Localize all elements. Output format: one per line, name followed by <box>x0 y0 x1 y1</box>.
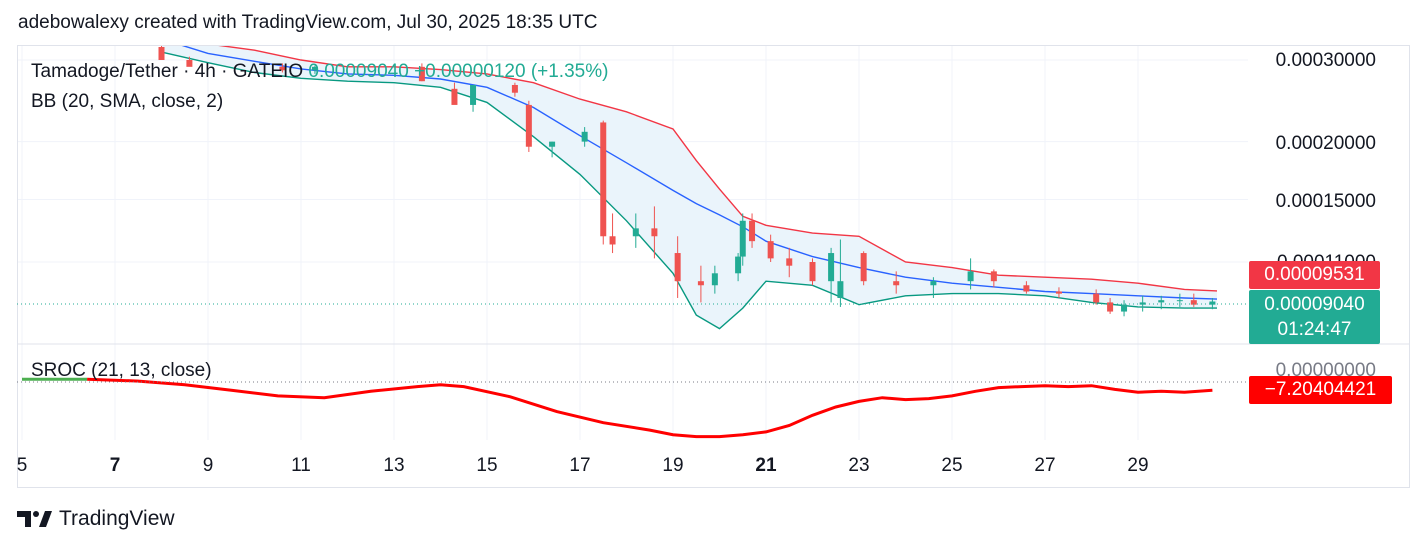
upper-band-line <box>218 46 1218 292</box>
candle-body <box>749 220 756 242</box>
sroc-value-label: −7.20404421 <box>1249 376 1392 404</box>
candle-body <box>1093 293 1100 303</box>
sroc-legend[interactable]: SROC (21, 13, close) <box>31 360 212 381</box>
brand-name: TradingView <box>59 507 175 530</box>
candle-body <box>674 253 681 282</box>
candle-body <box>1139 302 1146 305</box>
candle-body <box>1158 300 1165 303</box>
sroc-line-negative <box>87 377 1213 439</box>
time-tick: 5 <box>16 455 28 476</box>
candle-body <box>549 141 556 147</box>
candle-body <box>600 122 607 237</box>
price-tick: 0.00015000 <box>1275 191 1376 212</box>
last-price-label: 0.00009040 01:24:47 <box>1249 290 1380 344</box>
candle-body <box>828 253 835 282</box>
candle-body <box>930 281 937 286</box>
candle-body <box>1055 291 1062 294</box>
candle-body <box>581 131 588 142</box>
candle-body <box>837 281 844 298</box>
tradingview-logo[interactable]: TradingView <box>17 507 175 531</box>
time-tick: 27 <box>1034 455 1056 476</box>
candle-body <box>651 228 658 237</box>
candle-body <box>525 104 532 147</box>
time-tick: 21 <box>755 455 777 476</box>
candle-body <box>967 271 974 282</box>
bollinger-bands <box>161 46 1218 330</box>
last-price-value: 0.00009040 <box>1264 294 1365 315</box>
candle-body <box>809 262 816 282</box>
candle-body <box>1176 300 1183 302</box>
candlesticks <box>158 46 1216 317</box>
candle-body <box>186 60 193 67</box>
candle-body <box>893 281 900 286</box>
candle-body <box>311 66 318 71</box>
symbol-title: Tamadoge/Tether · 4h · GATEIO <box>31 61 304 82</box>
basis-line <box>181 46 1218 300</box>
sroc-indicator <box>22 377 1213 439</box>
candle-body <box>697 281 704 286</box>
candle-body <box>860 253 867 282</box>
upper-band-price-label: 0.00009531 <box>1249 261 1380 289</box>
price-tick: 0.00030000 <box>1275 50 1376 71</box>
time-tick: 9 <box>202 455 214 476</box>
band-fill <box>161 46 1217 329</box>
sroc-tick: 0.00000000 <box>1275 360 1376 381</box>
time-tick: 11 <box>291 455 311 476</box>
bb-legend[interactable]: BB (20, SMA, close, 2) <box>31 91 224 112</box>
candle-body <box>632 228 639 237</box>
candle-body <box>451 88 458 105</box>
time-tick: 13 <box>383 455 405 476</box>
candle-body <box>990 271 997 282</box>
candle-body <box>158 47 165 60</box>
candle-body <box>1107 302 1114 312</box>
price-tick: 0.00020000 <box>1275 133 1376 154</box>
candle-body <box>786 258 793 266</box>
chart-credit: adebowalexy created with TradingView.com… <box>18 12 598 33</box>
candle-body <box>1023 285 1030 292</box>
time-tick: 19 <box>662 455 684 476</box>
tradingview-logo-icon <box>17 511 52 527</box>
time-tick: 29 <box>1127 455 1149 476</box>
candle-body <box>418 66 425 82</box>
candle-body <box>711 273 718 286</box>
candle-body <box>470 84 477 105</box>
lower-band-line <box>161 51 1217 330</box>
chart-frame <box>17 45 1410 488</box>
time-tick: 25 <box>941 455 963 476</box>
candle-body <box>609 236 616 245</box>
candle-body <box>511 84 518 93</box>
candle-body <box>735 256 742 274</box>
candle-body <box>1121 304 1128 312</box>
candle-body <box>739 220 746 257</box>
time-tick: 23 <box>848 455 870 476</box>
time-tick: 15 <box>476 455 498 476</box>
candle-body <box>279 66 286 71</box>
candle-body <box>767 241 774 259</box>
symbol-legend[interactable]: Tamadoge/Tether · 4h · GATEIO 0.00009040… <box>31 61 608 83</box>
legend-change: +0.00000120 (+1.35%) <box>414 61 609 82</box>
legend-price: 0.00009040 <box>308 61 409 82</box>
time-tick: 7 <box>109 455 121 476</box>
bar-countdown: 01:24:47 <box>1277 319 1352 340</box>
candle-body <box>1190 300 1197 305</box>
candle-body <box>1209 301 1216 305</box>
time-tick: 17 <box>569 455 591 476</box>
